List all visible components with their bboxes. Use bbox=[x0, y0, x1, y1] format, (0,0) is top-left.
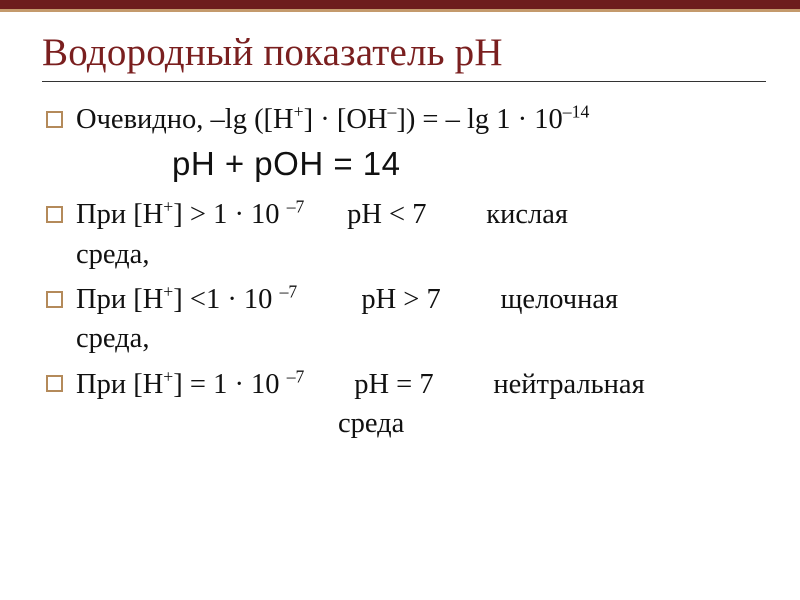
sup: + bbox=[294, 102, 304, 122]
bullet-3: При [Н+] <1 · 10 –7 рН > 7 щелочная сред… bbox=[42, 280, 766, 359]
env-line2: среда, bbox=[76, 239, 149, 270]
slide-title: Водородный показатель рН bbox=[42, 30, 766, 82]
text: ] <1 · 10 bbox=[173, 284, 279, 315]
text: При [Н bbox=[76, 199, 163, 230]
text: При [Н bbox=[76, 369, 163, 400]
pH-value: рН > 7 bbox=[361, 280, 493, 319]
text: Очевидно, –lg ([H bbox=[76, 104, 294, 135]
bullet-list-2: При [Н+] > 1 · 10 –7 рН < 7 кислая среда… bbox=[42, 195, 766, 443]
slide-body: Водородный показатель рН Очевидно, –lg (… bbox=[0, 12, 800, 443]
sup: –7 bbox=[287, 197, 305, 217]
bullet-list: Очевидно, –lg ([H+] · [OH–]) = – lg 1 · … bbox=[42, 100, 766, 139]
bullet-1: Очевидно, –lg ([H+] · [OH–]) = – lg 1 · … bbox=[42, 100, 766, 139]
slide-top-band bbox=[0, 0, 800, 12]
text: ] > 1 · 10 bbox=[173, 199, 286, 230]
text: При [Н bbox=[76, 284, 163, 315]
sup: –7 bbox=[287, 366, 305, 386]
env-line2: среда bbox=[76, 404, 404, 443]
bullet-4: При [Н+] = 1 · 10 –7 рН = 7 нейтральная … bbox=[42, 365, 766, 444]
sup: + bbox=[163, 366, 173, 386]
pH-value: рН = 7 bbox=[354, 365, 486, 404]
bullet-2: При [Н+] > 1 · 10 –7 рН < 7 кислая среда… bbox=[42, 195, 766, 274]
sup: –7 bbox=[280, 281, 298, 301]
text: ] · [OH bbox=[304, 104, 388, 135]
sup: + bbox=[163, 197, 173, 217]
pH-value: рН < 7 bbox=[347, 195, 479, 234]
text: ] = 1 · 10 bbox=[173, 369, 286, 400]
env-line2: среда, bbox=[76, 323, 149, 354]
text: ]) = – lg 1 · 10 bbox=[396, 104, 562, 135]
center-equation: рН + рОН = 14 bbox=[172, 145, 766, 183]
sup: – bbox=[388, 102, 397, 122]
sup: –14 bbox=[563, 102, 589, 122]
env: щелочная bbox=[500, 280, 618, 319]
sup: + bbox=[163, 281, 173, 301]
env: кислая bbox=[486, 195, 568, 234]
env: нейтральная bbox=[493, 365, 644, 404]
